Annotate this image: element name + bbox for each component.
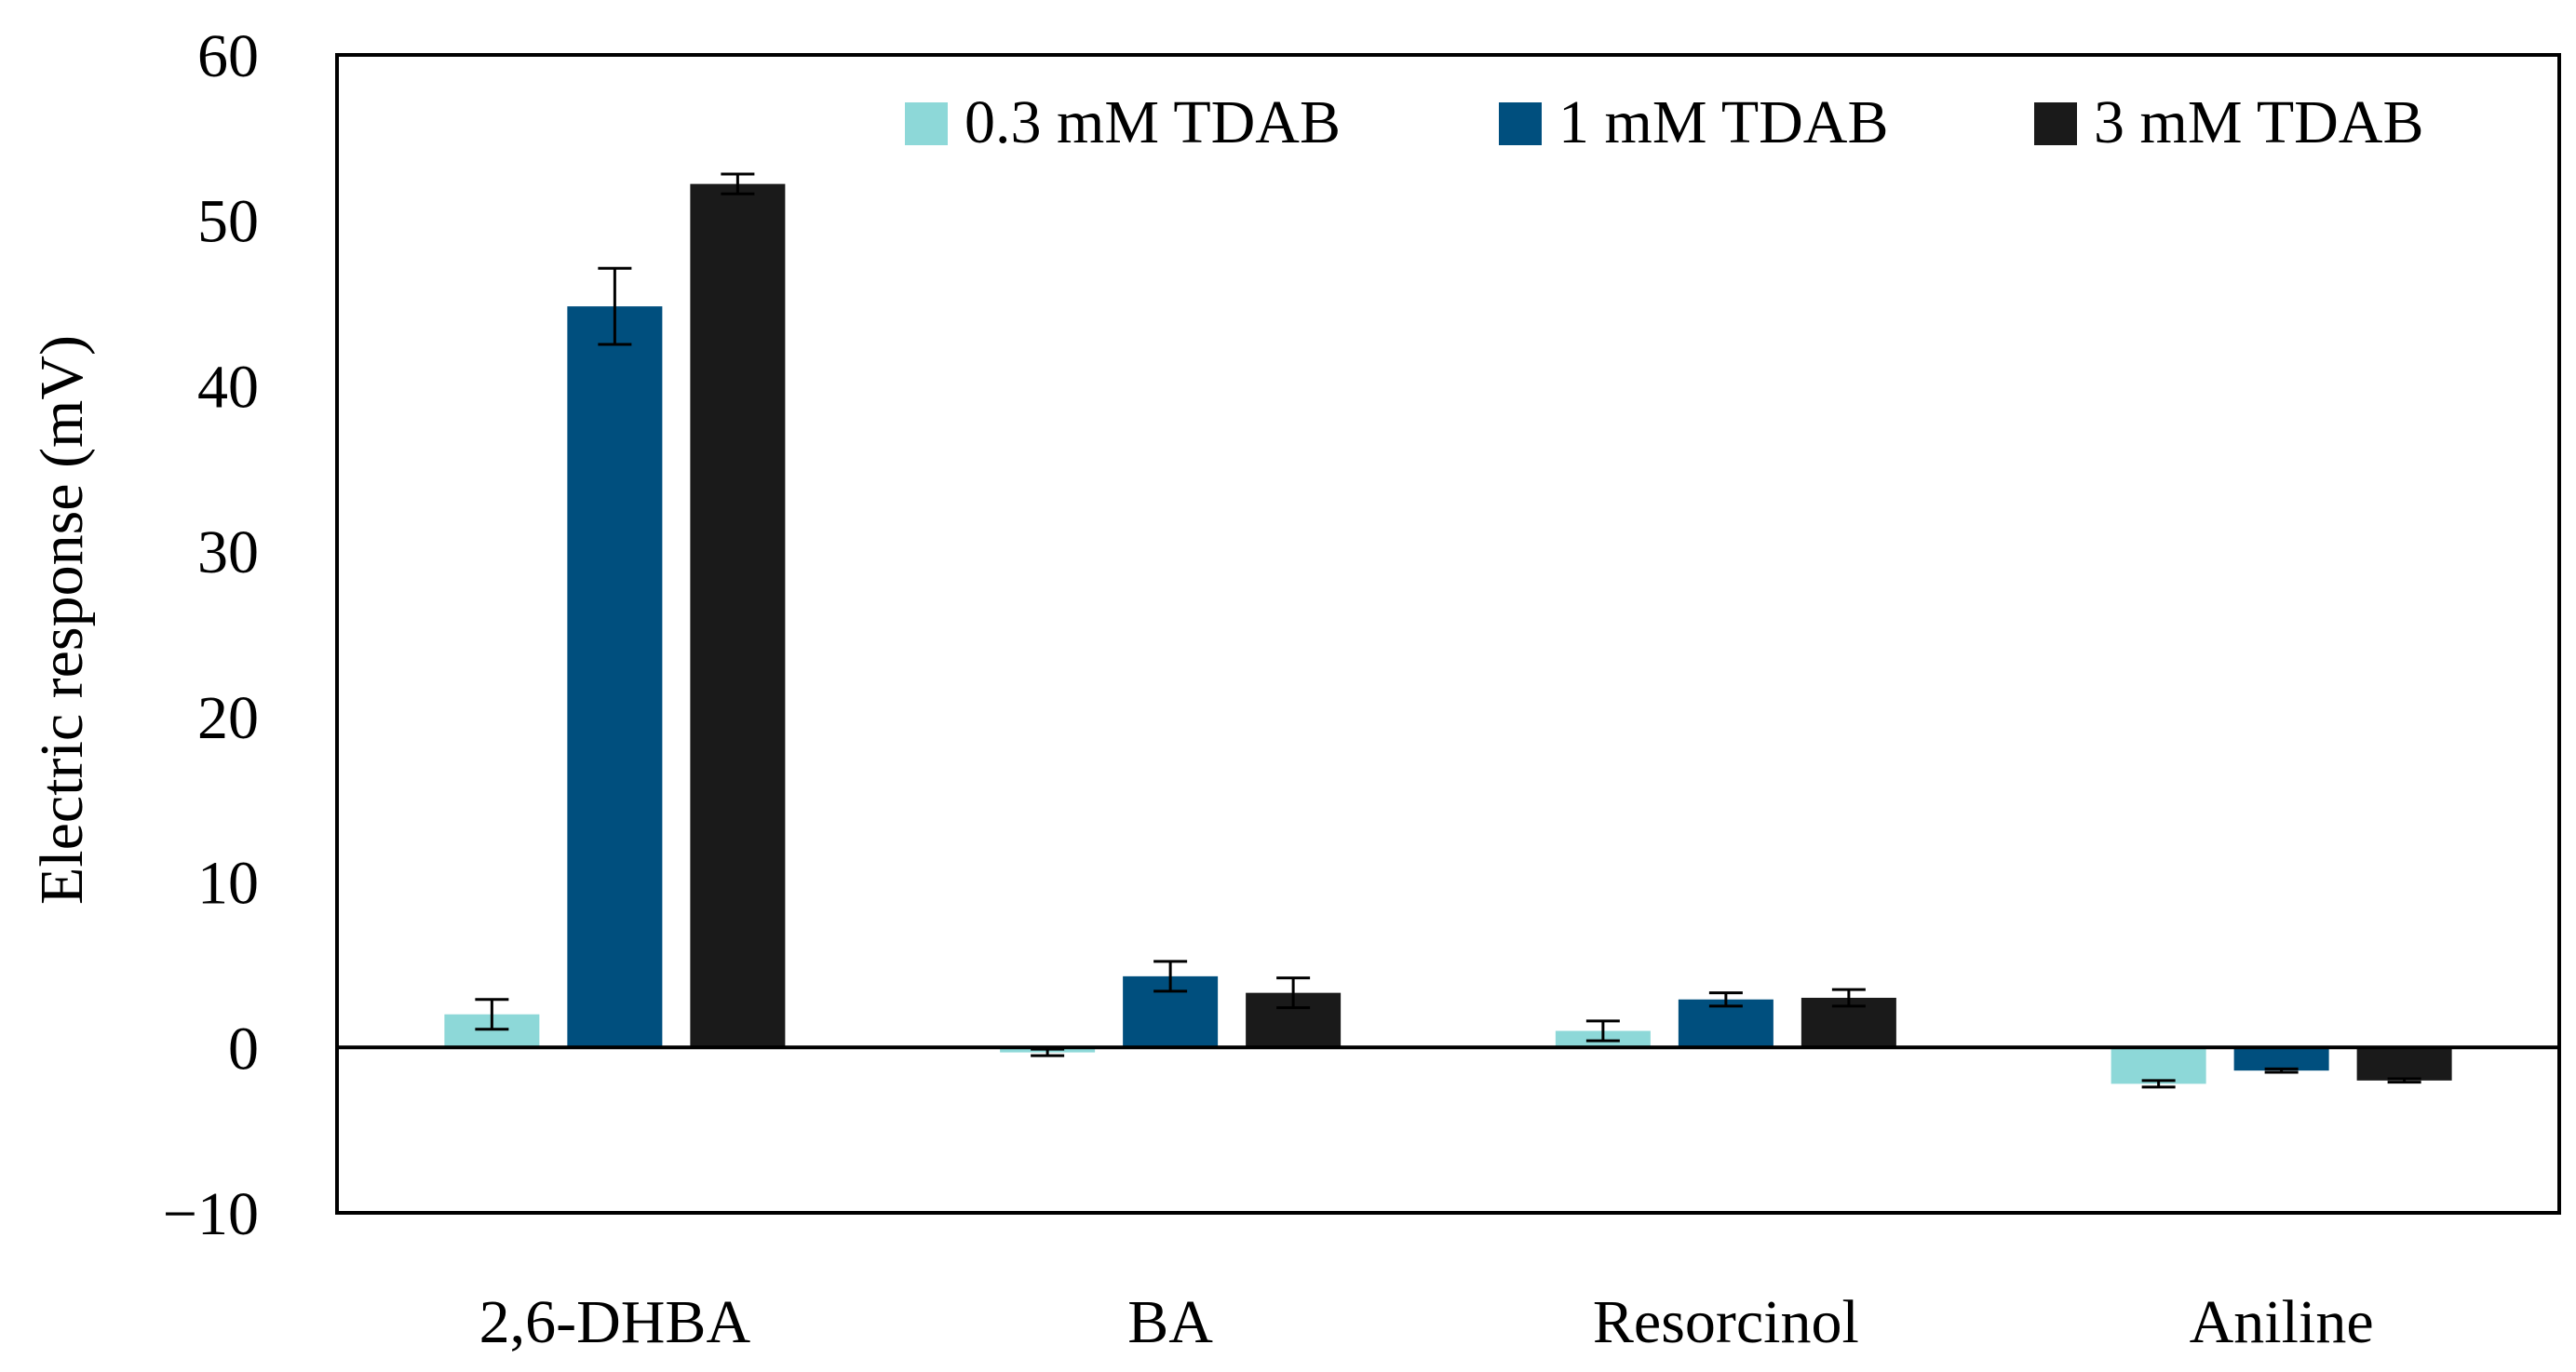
y-tick-label: −10 (163, 1180, 259, 1248)
error-bars-group (475, 172, 2421, 1089)
x-category-label: Resorcinol (1593, 1288, 1859, 1356)
bars-group (444, 183, 2452, 1084)
legend-label: 1 mM TDAB (1558, 88, 1889, 156)
y-tick-label: 30 (197, 518, 259, 586)
y-tick-label: 10 (197, 850, 259, 918)
y-tick-label: 40 (197, 353, 259, 421)
bar (2111, 1047, 2206, 1084)
x-category-label: 2,6-DHBA (479, 1288, 751, 1356)
y-tick-label: 50 (197, 188, 259, 256)
x-category-label: BA (1127, 1288, 1213, 1356)
bar (690, 183, 786, 1048)
x-axis-category-labels: 2,6-DHBA BA Resorcinol Aniline (479, 1288, 2374, 1356)
bar (567, 306, 663, 1048)
bar (2233, 1047, 2329, 1071)
legend-swatch (905, 102, 948, 145)
legend: 0.3 mM TDAB 1 mM TDAB 3 mM TDAB (905, 88, 2424, 156)
y-axis-label: Electric response (mV) (28, 335, 96, 905)
legend-label: 3 mM TDAB (2094, 88, 2424, 156)
plot-area-frame (335, 53, 2561, 1215)
bar (2356, 1047, 2452, 1081)
legend-swatch (2034, 102, 2077, 145)
y-axis-ticks: −10 0 10 20 30 40 50 60 (163, 22, 259, 1248)
y-tick-label: 0 (228, 1015, 259, 1083)
legend-swatch (1499, 102, 1542, 145)
y-tick-label: 60 (197, 22, 259, 90)
x-category-label: Aniline (2190, 1288, 2374, 1356)
legend-label: 0.3 mM TDAB (964, 88, 1341, 156)
y-tick-label: 20 (197, 684, 259, 752)
